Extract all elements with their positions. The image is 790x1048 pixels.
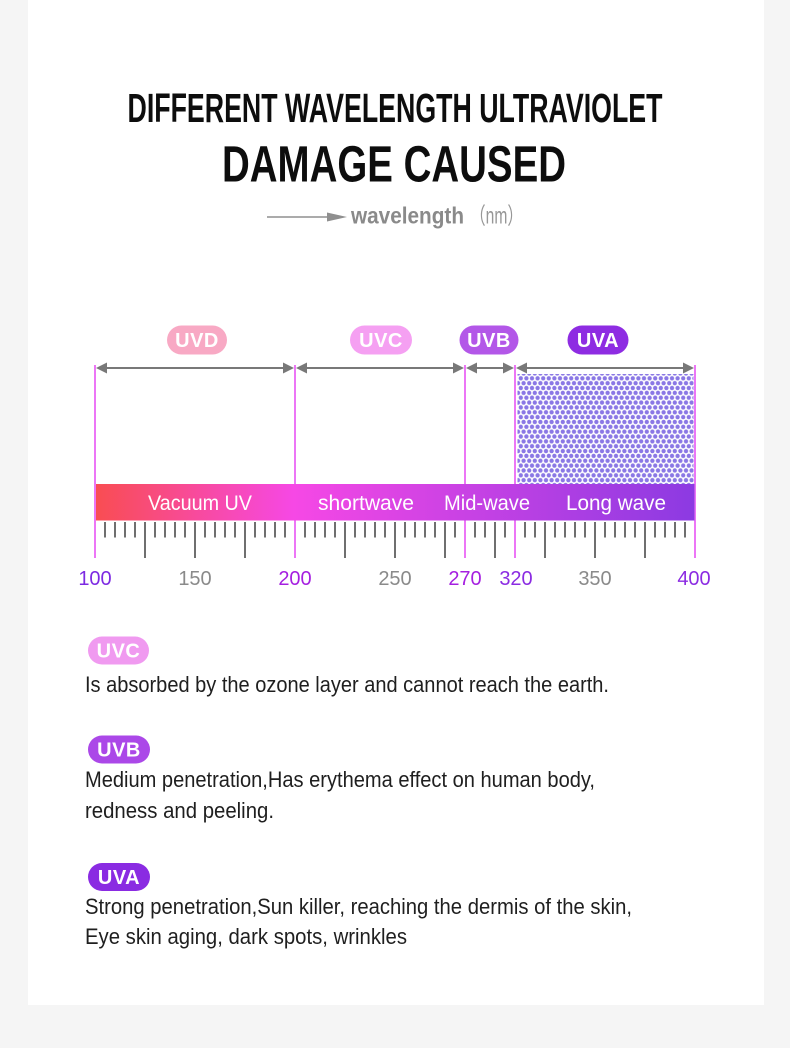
svg-text:350: 350	[578, 568, 611, 590]
svg-text:Long wave: Long wave	[566, 492, 666, 515]
svg-text:shortwave: shortwave	[318, 492, 414, 515]
svg-text:UVD: UVD	[175, 330, 219, 352]
svg-text:UVC: UVC	[97, 641, 141, 663]
svg-text:DAMAGE CAUSED: DAMAGE CAUSED	[222, 136, 566, 193]
svg-text:（nm）: （nm）	[470, 203, 523, 229]
svg-text:320: 320	[499, 568, 532, 590]
svg-text:wavelength: wavelength	[350, 203, 464, 229]
svg-text:DIFFERENT WAVELENGTH ULTRAVIOL: DIFFERENT WAVELENGTH ULTRAVIOLET	[128, 85, 663, 131]
svg-text:200: 200	[278, 568, 311, 590]
svg-text:Vacuum UV: Vacuum UV	[148, 492, 252, 515]
svg-text:Eye skin aging, dark spots, wr: Eye skin aging, dark spots, wrinkles	[85, 924, 407, 949]
svg-text:270: 270	[448, 568, 481, 590]
svg-text:Medium penetration,Has erythem: Medium penetration,Has erythema effect o…	[85, 767, 595, 792]
svg-text:250: 250	[378, 568, 411, 590]
svg-text:UVA: UVA	[98, 867, 140, 889]
svg-text:Strong penetration,Sun killer,: Strong penetration,Sun killer, reaching …	[85, 894, 632, 919]
svg-text:150: 150	[178, 568, 211, 590]
svg-text:Is absorbed by the ozone layer: Is absorbed by the ozone layer and canno…	[85, 672, 609, 697]
svg-text:100: 100	[78, 568, 111, 590]
svg-text:UVA: UVA	[577, 330, 619, 352]
svg-text:UVC: UVC	[359, 330, 403, 352]
svg-text:Mid-wave: Mid-wave	[444, 492, 530, 515]
svg-text:UVB: UVB	[467, 330, 511, 352]
svg-text:400: 400	[677, 568, 710, 590]
svg-text:redness and peeling.: redness and peeling.	[85, 798, 274, 823]
svg-text:UVB: UVB	[97, 740, 141, 762]
